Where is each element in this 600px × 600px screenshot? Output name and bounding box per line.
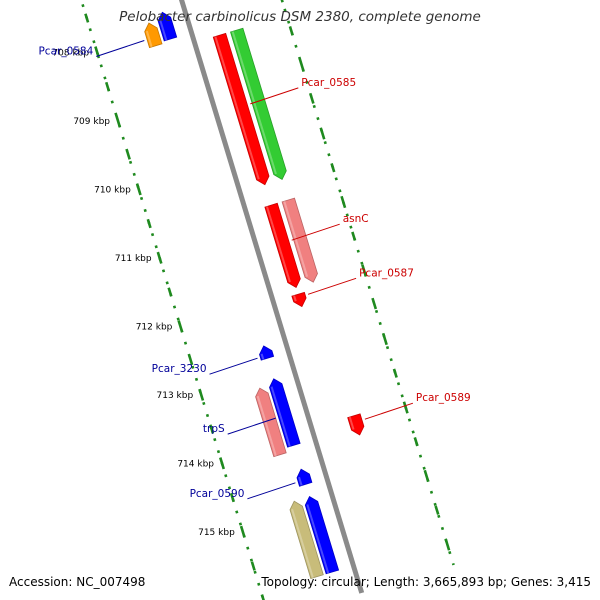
genome-summary-text: Topology: circular; Length: 3,665,893 bp…: [261, 575, 591, 589]
gene-leader-line: [364, 402, 414, 420]
gene-arrow-highlight: [266, 206, 291, 283]
gene-leader-line: [247, 482, 296, 500]
gene-arrow-highlight: [291, 508, 314, 579]
gene-leader-line: [250, 87, 299, 105]
gene-leader-line: [307, 277, 357, 295]
gene-leader-line: [291, 223, 340, 241]
ruler-tick-label: 714 kbp: [177, 459, 214, 469]
ruler-tick: [219, 457, 225, 470]
gene-arrow-highlight: [298, 476, 303, 486]
gene-leader-line: [209, 357, 258, 375]
ruler-tick-label: 709 kbp: [73, 117, 110, 127]
ruler-tick-label: 713 kbp: [157, 391, 194, 401]
gene-leader-line: [96, 40, 145, 57]
features-layer: [144, 11, 365, 579]
gene-label[interactable]: Pcar_0590: [190, 488, 245, 500]
ruler-tick: [84, 13, 90, 23]
gene-arrow[interactable]: [304, 496, 340, 575]
ruler-tick-label: 708 kbp: [52, 48, 89, 58]
accession-text: Accession: NC_007498: [9, 575, 146, 589]
gene-arrow-highlight: [256, 395, 277, 457]
ruler-tick: [288, 26, 294, 36]
genome-backbone: [178, 0, 365, 594]
ruler-tick: [309, 94, 315, 104]
ruler-tick: [434, 505, 440, 515]
gene-label[interactable]: Pcar_0589: [416, 392, 471, 404]
backbone-layer: [178, 0, 365, 594]
ruler-tick: [125, 150, 131, 160]
ruler-tick: [229, 492, 235, 503]
gene-arrow-highlight: [145, 30, 153, 48]
ruler-tick: [413, 437, 419, 447]
ruler-tick: [250, 561, 256, 571]
ruler-tick-label: 715 kbp: [198, 528, 235, 538]
tick-labels-layer: 708 kbp 709 kbp 710 kbp 711 kbp 712 kbp 713 k…: [52, 48, 235, 538]
ruler-tick: [444, 538, 451, 551]
gene-arrow-highlight: [293, 295, 297, 302]
gene-label[interactable]: Pcar_0584: [38, 46, 93, 58]
ruler-tick: [423, 469, 430, 483]
ruler-tick: [198, 388, 205, 401]
ruler-layer: [81, 0, 455, 600]
ruler-tick: [340, 195, 347, 209]
ruler-tick: [188, 355, 194, 366]
ruler-tick: [371, 300, 378, 310]
gene-arrow-highlight: [348, 416, 355, 430]
gene-arrow[interactable]: [347, 413, 365, 436]
ruler-tick-label: 710 kbp: [94, 185, 131, 195]
gene-label[interactable]: trpS: [203, 423, 225, 435]
gene-arrow[interactable]: [255, 387, 287, 458]
gene-arrow[interactable]: [281, 197, 318, 283]
gene-arrow-highlight: [214, 36, 260, 180]
ruler-tick: [260, 594, 265, 600]
gene-arrow[interactable]: [230, 27, 287, 180]
ruler-tick: [167, 287, 173, 297]
gene-label[interactable]: asnC: [343, 213, 369, 225]
ruler-tick: [239, 525, 246, 538]
gene-arrow[interactable]: [269, 378, 301, 448]
map-title: Pelobacter carbinolicus DSM 2380, comple…: [119, 9, 481, 25]
gene-arrow[interactable]: [291, 291, 307, 308]
gene-arrow[interactable]: [259, 345, 275, 361]
ruler-tick: [104, 81, 111, 92]
ruler-tick: [402, 401, 409, 414]
ruler-tick: [392, 368, 398, 378]
gene-label[interactable]: Pcar_0585: [301, 77, 356, 89]
ruler-tick: [177, 320, 184, 333]
ruler-tick: [146, 218, 152, 229]
ruler-tick: [298, 58, 305, 72]
gene-arrow[interactable]: [212, 32, 270, 186]
gene-arrow-highlight: [260, 353, 265, 360]
ruler-tick: [381, 332, 388, 346]
gene-arrow[interactable]: [289, 500, 324, 579]
gene-arrow[interactable]: [264, 202, 301, 288]
gene-label[interactable]: Pcar_0587: [359, 267, 414, 279]
gene-arrow[interactable]: [157, 11, 178, 42]
gene-arrow-highlight: [159, 20, 168, 41]
ruler-tick: [135, 183, 142, 196]
gene-leader-line: [227, 417, 276, 435]
ruler-tick: [330, 163, 336, 173]
ruler-tick: [156, 251, 163, 264]
ruler-tick: [361, 264, 368, 277]
ruler-tick-label: 711 kbp: [115, 254, 152, 264]
ruler-tick: [319, 127, 326, 140]
gene-labels-layer: Pcar_0584 Pcar_0585 asnC Pcar_0587 Pcar_3230…: [38, 40, 471, 500]
gene-arrow-highlight: [306, 504, 330, 574]
gene-label[interactable]: Pcar_3230: [152, 363, 207, 375]
ruler-tick: [114, 114, 121, 127]
gene-arrow-highlight: [270, 386, 291, 447]
ruler-tick: [280, 0, 284, 3]
gene-arrow[interactable]: [296, 468, 313, 487]
gene-arrow[interactable]: [144, 22, 163, 49]
ruler-tick: [351, 231, 357, 241]
ruler-tick: [209, 424, 215, 434]
ruler-tick-label: 712 kbp: [136, 322, 173, 332]
